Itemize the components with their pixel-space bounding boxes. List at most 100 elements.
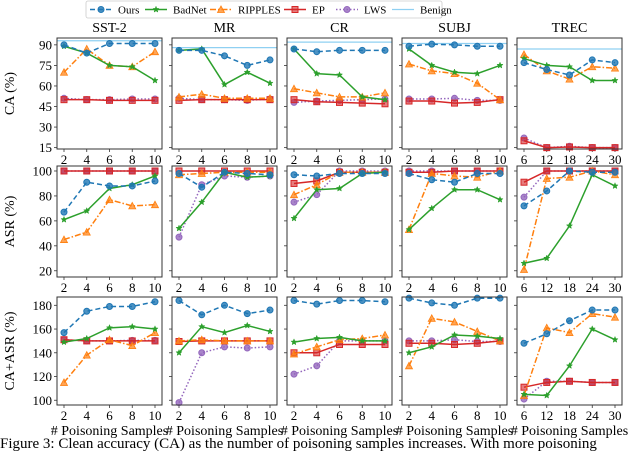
y-tick-label: 140: [33, 345, 53, 360]
series-ripples: [519, 309, 620, 399]
x-tick-label: 10: [149, 280, 162, 295]
data-point: [496, 42, 504, 50]
x-tick-label: 8: [244, 152, 251, 167]
legend-item-ours: Ours: [90, 5, 139, 17]
data-point: [313, 98, 321, 106]
x-tick-label: 6: [221, 408, 228, 423]
data-point: [565, 361, 574, 369]
x-tick-label: 10: [379, 280, 392, 295]
data-point: [428, 204, 436, 212]
data-point: [243, 93, 252, 102]
x-tick-label: 10: [379, 152, 392, 167]
data-point: [451, 178, 458, 186]
data-point: [266, 343, 274, 351]
data-point: [566, 317, 573, 325]
y-axis-label: ASR (%): [3, 195, 18, 247]
series-ripples: [59, 328, 160, 386]
data-point: [313, 362, 321, 370]
data-point: [565, 221, 574, 229]
data-point: [611, 378, 619, 386]
data-point: [151, 325, 159, 333]
data-point: [611, 168, 619, 176]
y-tick-label: 180: [33, 298, 53, 313]
data-point: [588, 168, 596, 176]
data-point: [175, 348, 183, 356]
data-point: [106, 39, 113, 47]
x-tick-label: 8: [359, 152, 366, 167]
x-tick-label: 6: [451, 280, 458, 295]
x-tick-label: 2: [176, 152, 183, 167]
data-point: [496, 334, 504, 342]
data-point: [520, 59, 528, 67]
data-point: [82, 350, 91, 359]
data-point: [290, 198, 298, 206]
plot-frame: [56, 37, 163, 150]
data-point: [473, 169, 481, 177]
data-point: [543, 254, 551, 262]
data-point: [128, 96, 136, 104]
data-point: [405, 97, 413, 105]
data-point: [381, 169, 389, 177]
data-point: [175, 46, 183, 54]
series-badnet: [60, 322, 159, 346]
data-point: [60, 96, 68, 104]
data-point: [450, 317, 459, 326]
data-point: [128, 201, 137, 210]
data-point: [105, 61, 114, 69]
data-point: [83, 96, 91, 104]
data-point: [428, 299, 436, 307]
panel-r1c3: 2 4 6 8 10: [399, 165, 508, 295]
legend-label: Ours: [118, 5, 139, 17]
data-point: [150, 200, 160, 209]
x-axis-label: # Poisoning Samples: [281, 424, 398, 439]
data-point: [128, 39, 136, 47]
panel-cr: 2 4 6 8 10 CR: [284, 21, 393, 167]
series-ours: [175, 168, 274, 191]
data-point: [198, 46, 206, 54]
x-tick-label: 12: [540, 152, 553, 167]
x-tick-label: 4: [429, 280, 436, 295]
legend-label: LWS: [364, 5, 386, 17]
data-point: [473, 98, 481, 106]
plot-area: [57, 38, 162, 149]
x-tick-label: 10: [494, 280, 507, 295]
data-point: [151, 177, 159, 185]
data-point: [243, 336, 252, 345]
x-tick-label: 4: [429, 408, 436, 423]
legend: Ours BadNet RIPPLES EP LWS Benign: [85, 0, 452, 19]
data-point: [105, 323, 114, 331]
series-badnet: [405, 331, 504, 356]
data-point: [565, 172, 574, 181]
panel-r1c1: 2 4 6 8 10: [169, 165, 278, 295]
data-point: [289, 349, 299, 358]
data-point: [313, 172, 321, 180]
data-point: [543, 378, 551, 386]
data-point: [543, 167, 551, 175]
x-tick-label: 4: [314, 152, 321, 167]
plot-frame: [516, 37, 623, 150]
data-point: [405, 42, 413, 50]
series-line: [408, 43, 500, 47]
data-point: [450, 185, 459, 193]
data-point: [496, 195, 504, 203]
x-tick-label: 10: [494, 152, 507, 167]
data-point: [520, 178, 528, 186]
data-point: [60, 338, 68, 346]
plot-frame: [171, 37, 278, 150]
data-point: [106, 167, 113, 175]
series-ep: [60, 96, 159, 104]
x-tick-label: 8: [474, 408, 481, 423]
legend-label: BadNet: [173, 5, 207, 17]
data-point: [381, 298, 389, 306]
data-point: [174, 92, 184, 101]
data-point: [565, 328, 574, 337]
x-tick-label: 8: [129, 152, 136, 167]
x-tick-label: 10: [264, 152, 277, 167]
x-tick-label: 2: [176, 408, 183, 423]
x-tick-label: 10: [379, 408, 392, 423]
plot-area: [287, 297, 392, 405]
data-point: [611, 59, 619, 67]
series-ours: [290, 45, 389, 56]
x-axis-label: # Poisoning Samples: [511, 424, 628, 439]
